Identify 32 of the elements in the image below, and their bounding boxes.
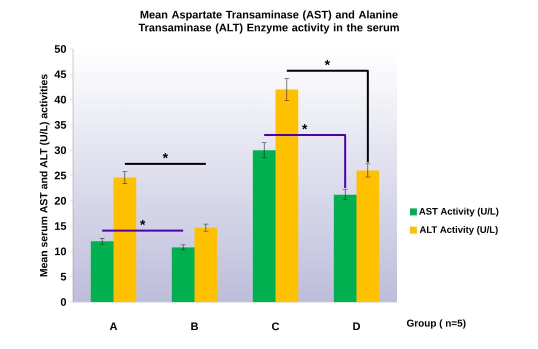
x-tick-label: D xyxy=(353,322,360,330)
bar xyxy=(276,89,298,302)
bar xyxy=(114,178,136,302)
y-tick-label: 45 xyxy=(54,70,66,78)
chart-title: Mean Aspartate Transaminase (AST) and Alanine Transaminase (ALT) Enzyme activity in the serum xyxy=(138,10,399,34)
y-tick-label: 15 xyxy=(54,222,66,230)
y-tick-label: 40 xyxy=(54,96,66,104)
y-axis-title: Mean serum AST and ALT (U/L) activities xyxy=(40,74,50,276)
annotation: * xyxy=(162,153,168,158)
y-tick-label: 5 xyxy=(60,272,66,281)
bar xyxy=(90,241,114,302)
y-tick-label: 50 xyxy=(54,45,66,53)
bar xyxy=(252,150,276,302)
y-tick-label: 10 xyxy=(54,248,66,256)
y-tick-label: 25 xyxy=(54,172,66,180)
x-tick-label: A xyxy=(110,322,118,330)
y-tick-label: 35 xyxy=(54,121,66,129)
annotation: * xyxy=(324,60,330,66)
y-tick-label: 20 xyxy=(54,196,66,205)
bar xyxy=(194,228,218,302)
bar xyxy=(172,247,195,302)
bar xyxy=(334,194,357,302)
x-axis-title: Group ( n=5) xyxy=(406,319,466,329)
annotation: * xyxy=(302,124,308,130)
y-tick-label: 0 xyxy=(60,298,66,306)
legend-label: AST Activity (U/L) xyxy=(419,208,498,217)
annotation: * xyxy=(140,220,146,226)
x-tick-label: C xyxy=(272,322,280,330)
legend-label: ALT Activity (U/L) xyxy=(420,226,498,235)
x-tick-label: B xyxy=(191,322,198,330)
bar xyxy=(356,170,380,302)
y-tick-label: 30 xyxy=(54,146,66,154)
